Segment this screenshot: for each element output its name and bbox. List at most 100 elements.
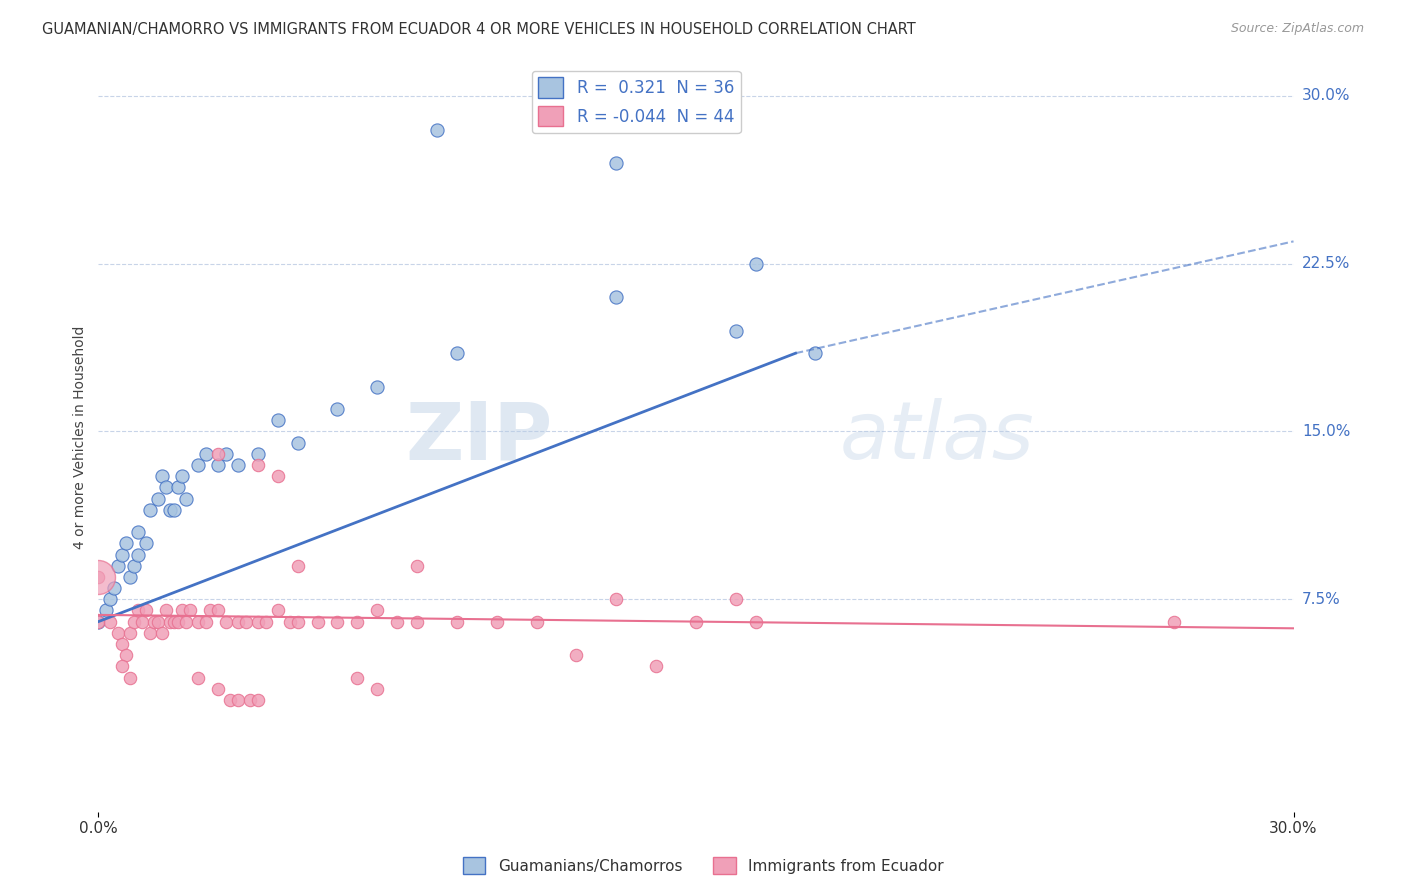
Point: [174, 615, 197, 629]
Point: [187, 615, 209, 629]
Point: [605, 592, 627, 607]
Point: [107, 625, 129, 640]
Point: [98, 592, 122, 607]
Point: [406, 615, 429, 629]
Point: [111, 659, 134, 673]
Point: [159, 615, 181, 629]
Point: [246, 615, 269, 629]
Point: [287, 435, 309, 450]
Point: [804, 346, 827, 360]
Point: [526, 615, 548, 629]
Point: [385, 615, 409, 629]
Point: [366, 380, 388, 394]
Point: [150, 469, 173, 483]
Point: [179, 603, 201, 617]
Point: [207, 681, 229, 696]
Point: [326, 615, 349, 629]
Point: [645, 659, 668, 673]
Point: [198, 603, 221, 617]
Point: [135, 603, 157, 617]
Point: [406, 558, 429, 573]
Point: [346, 615, 368, 629]
Point: [605, 290, 627, 304]
Point: [174, 491, 197, 506]
Legend: R =  0.321  N = 36, R = -0.044  N = 44: R = 0.321 N = 36, R = -0.044 N = 44: [531, 70, 741, 133]
Point: [287, 615, 309, 629]
Point: [127, 548, 149, 562]
Point: [135, 536, 157, 550]
Point: [685, 615, 707, 629]
Point: [207, 603, 229, 617]
Point: [219, 693, 242, 707]
Point: [87, 615, 110, 629]
Point: [239, 693, 262, 707]
Point: [226, 615, 249, 629]
Point: [124, 558, 146, 573]
Point: [115, 648, 138, 662]
Point: [724, 592, 747, 607]
Point: [246, 447, 269, 461]
Point: [246, 458, 269, 472]
Point: [107, 558, 129, 573]
Point: [346, 671, 368, 685]
Point: [87, 570, 110, 584]
Point: [724, 324, 747, 338]
Point: [287, 558, 309, 573]
Point: [267, 413, 290, 427]
Point: [120, 570, 142, 584]
Point: [124, 615, 146, 629]
Point: [172, 603, 194, 617]
Point: [195, 615, 218, 629]
Point: [127, 603, 149, 617]
Point: [446, 346, 468, 360]
Point: [254, 615, 277, 629]
Point: [605, 156, 627, 170]
Point: [167, 615, 190, 629]
Point: [235, 615, 257, 629]
Point: [1163, 615, 1185, 629]
Point: [187, 458, 209, 472]
Point: [172, 469, 194, 483]
Point: [155, 603, 177, 617]
Point: [267, 469, 290, 483]
Point: [103, 581, 125, 595]
Point: [307, 615, 329, 629]
Point: [87, 570, 110, 584]
Text: Source: ZipAtlas.com: Source: ZipAtlas.com: [1230, 22, 1364, 36]
Point: [163, 615, 186, 629]
Point: [226, 458, 249, 472]
Y-axis label: 4 or more Vehicles in Household: 4 or more Vehicles in Household: [73, 326, 87, 549]
Point: [187, 671, 209, 685]
Point: [267, 603, 290, 617]
Point: [278, 615, 301, 629]
Legend: Guamanians/Chamorros, Immigrants from Ecuador: Guamanians/Chamorros, Immigrants from Ec…: [457, 851, 949, 880]
Point: [207, 447, 229, 461]
Point: [139, 502, 162, 516]
Point: [485, 615, 508, 629]
Point: [96, 603, 118, 617]
Point: [745, 257, 768, 271]
Point: [207, 458, 229, 472]
Point: [215, 447, 238, 461]
Point: [148, 491, 170, 506]
Point: [127, 525, 149, 540]
Point: [167, 480, 190, 494]
Point: [246, 693, 269, 707]
Point: [366, 603, 388, 617]
Point: [446, 615, 468, 629]
Point: [163, 502, 186, 516]
Point: [111, 548, 134, 562]
Text: GUAMANIAN/CHAMORRO VS IMMIGRANTS FROM ECUADOR 4 OR MORE VEHICLES IN HOUSEHOLD CO: GUAMANIAN/CHAMORRO VS IMMIGRANTS FROM EC…: [42, 22, 915, 37]
Point: [120, 625, 142, 640]
Text: 7.5%: 7.5%: [1302, 591, 1340, 607]
Text: atlas: atlas: [839, 398, 1035, 476]
Text: 22.5%: 22.5%: [1302, 256, 1350, 271]
Point: [98, 615, 122, 629]
Text: 15.0%: 15.0%: [1302, 424, 1350, 439]
Point: [143, 615, 166, 629]
Point: [195, 447, 218, 461]
Point: [159, 502, 181, 516]
Point: [565, 648, 588, 662]
Point: [148, 615, 170, 629]
Point: [120, 671, 142, 685]
